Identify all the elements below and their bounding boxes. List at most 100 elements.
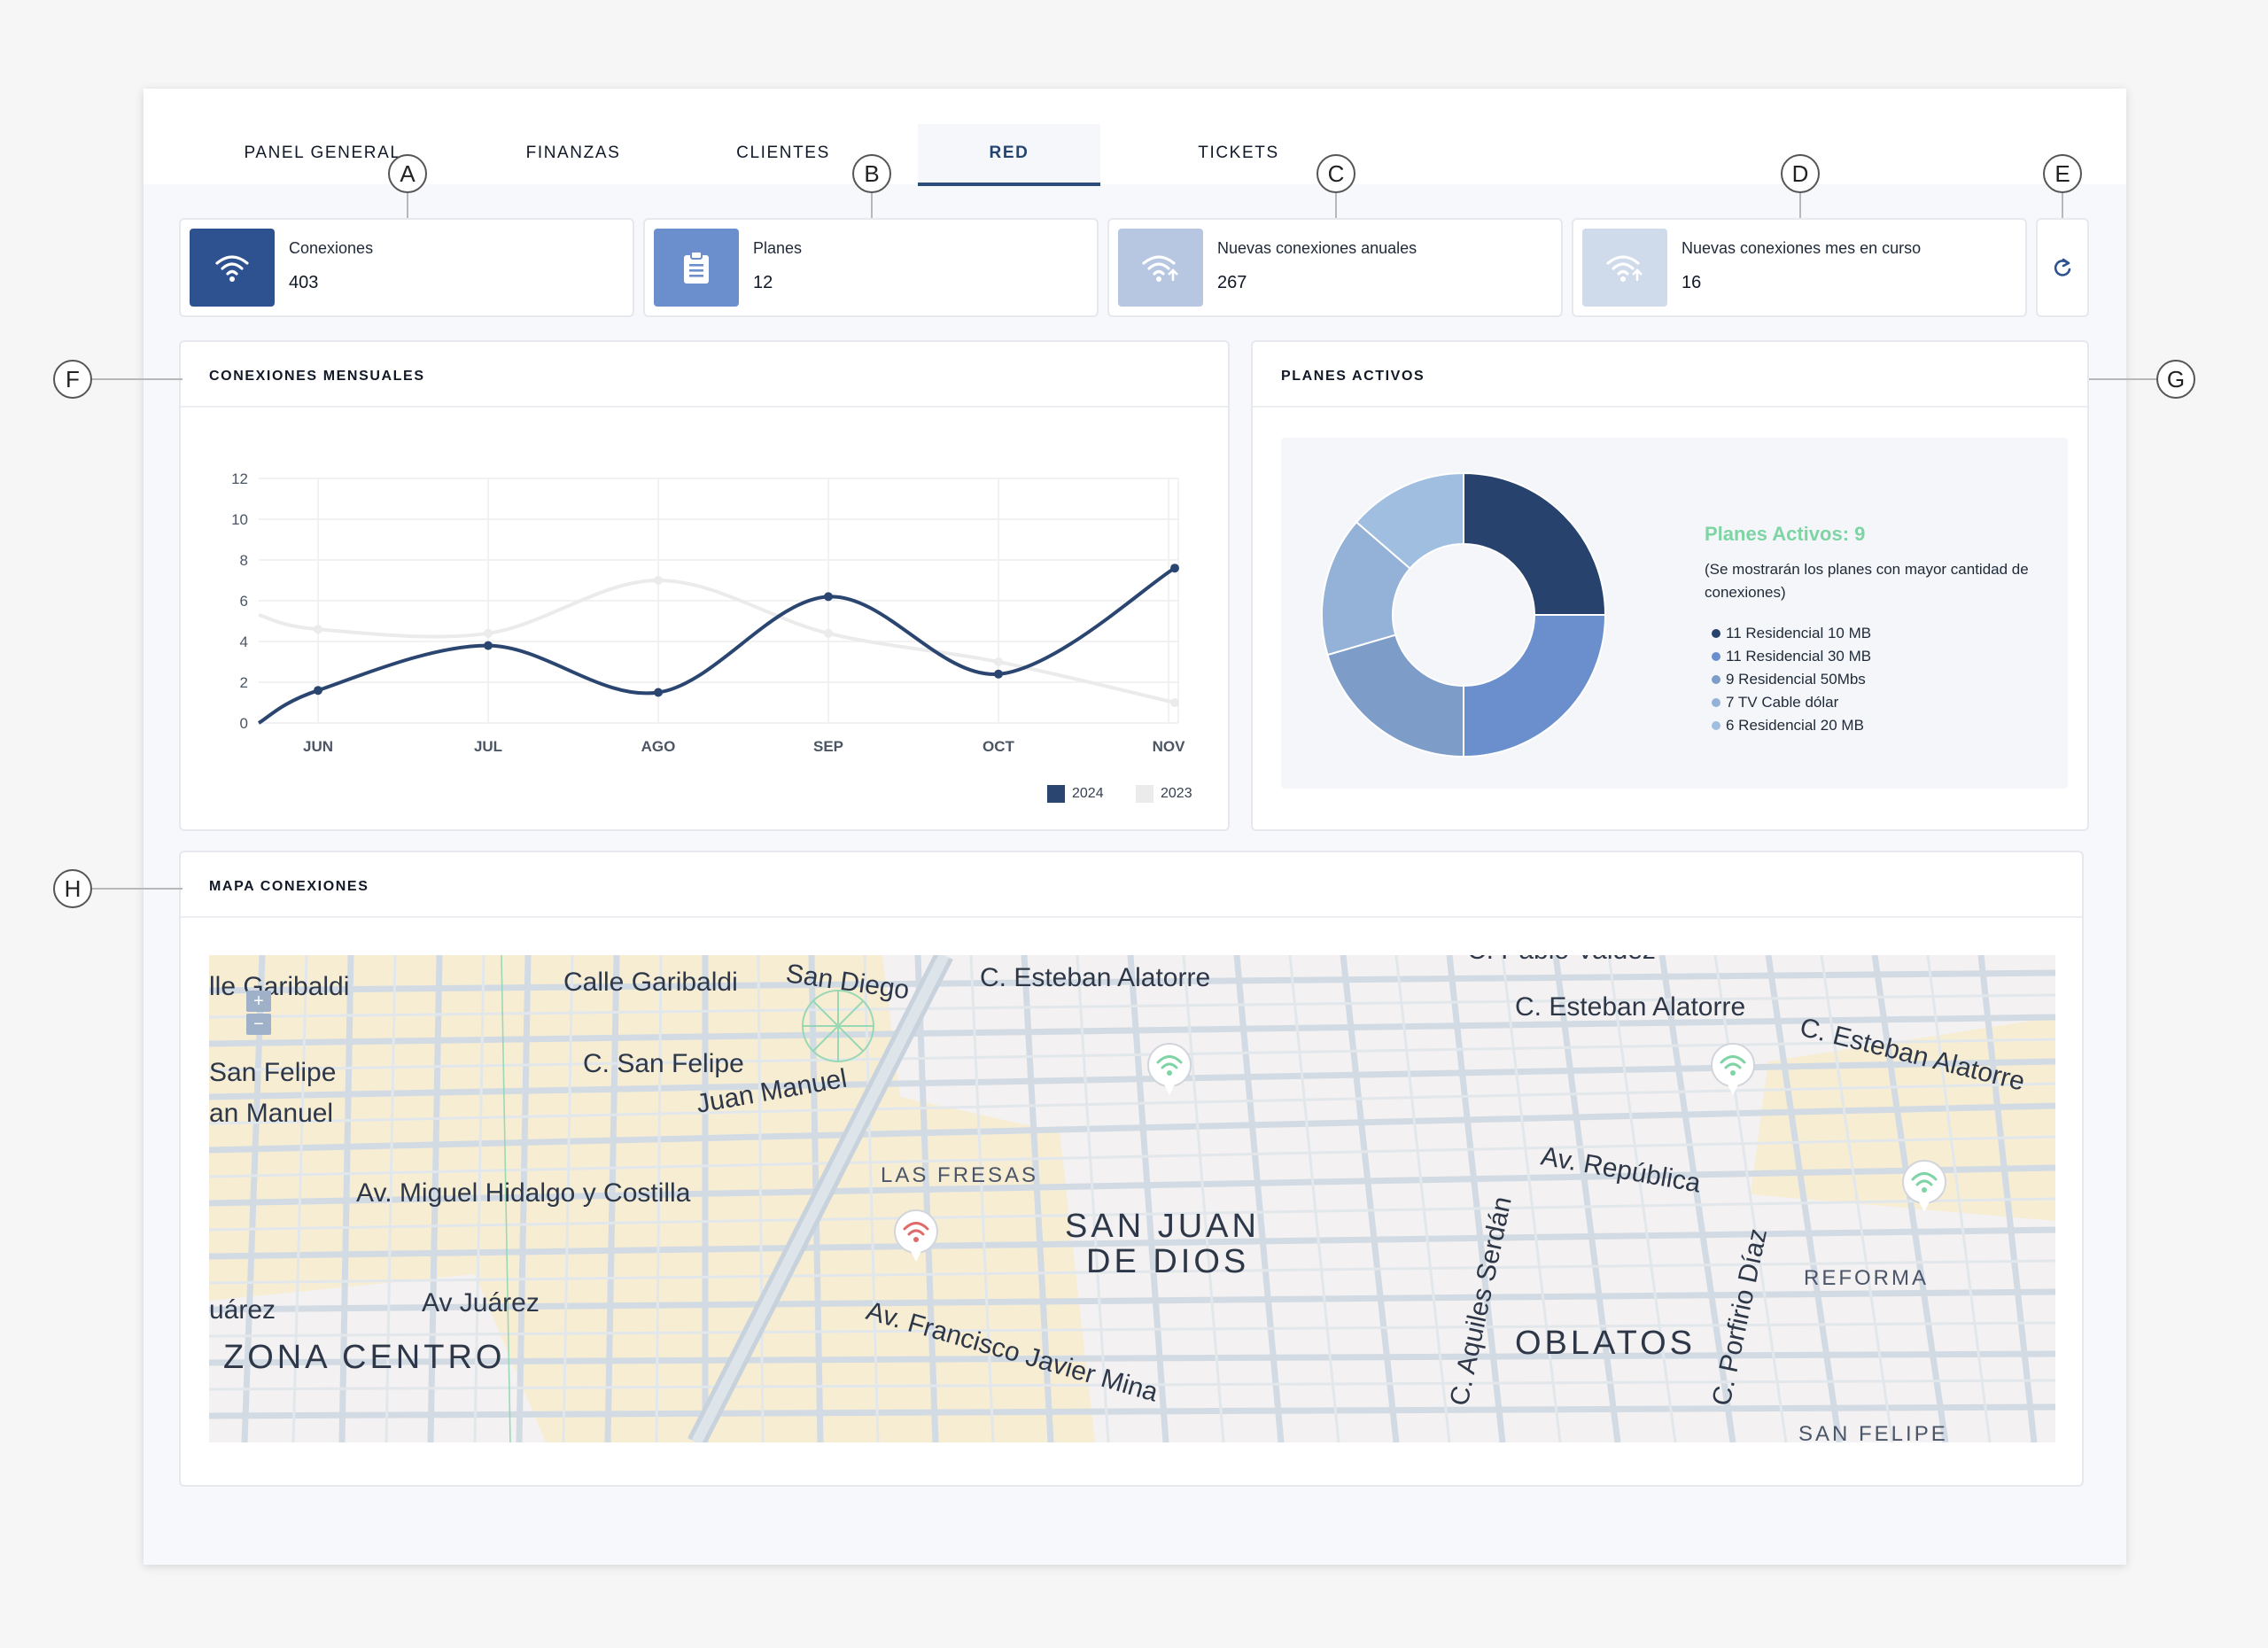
data-point-2024 (824, 592, 833, 602)
legend-label: 9 Residencial 50Mbs (1726, 671, 1866, 688)
data-point-2023 (1170, 698, 1179, 707)
data-point-2024 (484, 641, 493, 650)
neighborhood-label: DE DIOS (1086, 1243, 1249, 1280)
legend-label: 2023 (1161, 786, 1192, 801)
legend-dot (1712, 698, 1720, 707)
panel-title: MAPA CONEXIONES (209, 879, 369, 894)
connection-marker-online[interactable] (1902, 1160, 1946, 1212)
callout-f: F (53, 360, 92, 399)
data-point-2024 (654, 688, 663, 697)
legend-label: 2024 (1072, 786, 1104, 801)
plans-donut-chart (1321, 471, 1607, 758)
x-tick-label: AGO (641, 738, 676, 755)
data-point-2023 (314, 625, 322, 634)
kpi-label: Nuevas conexiones mes en curso (1682, 239, 1922, 257)
connection-marker-offline[interactable] (894, 1209, 938, 1262)
legend-item[interactable]: 9 Residencial 50Mbs (1712, 668, 1871, 691)
plans-headline: Planes Activos: 9 (1705, 523, 1866, 545)
plans-note: (Se mostrarán los planes con mayor canti… (1705, 561, 2029, 601)
street-label: San Felipe (209, 1058, 336, 1087)
legend-label: 11 Residencial 30 MB (1726, 648, 1872, 665)
donut-slice[interactable] (1326, 634, 1464, 758)
connection-marker-online[interactable] (1711, 1043, 1755, 1095)
kpi-card-conexiones: Conexiones 403 (179, 218, 634, 317)
x-tick-label: JUN (303, 738, 333, 755)
kpi-label: Nuevas conexiones anuales (1217, 239, 1418, 257)
x-tick-label: NOV (1153, 738, 1186, 755)
legend-item[interactable]: 7 TV Cable dólar (1712, 691, 1871, 714)
y-tick-label: 0 (240, 715, 248, 732)
legend-dot (1712, 629, 1720, 638)
zoom-in-button[interactable]: + (246, 991, 271, 1012)
data-point-2023 (654, 576, 663, 585)
street-label: C. Pablo Valdez (1467, 955, 1656, 965)
callout-leader (2089, 378, 2171, 380)
legend-item[interactable]: 11 Residencial 10 MB (1712, 622, 1871, 645)
neighborhood-label: OBLATOS (1515, 1325, 1696, 1362)
callout-leader (2062, 191, 2063, 218)
callout-g: G (2156, 360, 2195, 399)
data-point-2023 (824, 628, 833, 638)
kpi-card-planes: Planes 12 (643, 218, 1099, 317)
callout-a: A (388, 154, 427, 193)
data-point-2023 (994, 657, 1003, 666)
refresh-button[interactable] (2036, 218, 2089, 317)
y-tick-label: 8 (240, 552, 248, 569)
y-tick-label: 12 (231, 470, 248, 487)
donut-slice[interactable] (1355, 471, 1464, 571)
active-plans-panel: PLANES ACTIVOS Planes Activos: 9 (Se mos… (1251, 340, 2089, 831)
legend-2023[interactable]: 2023 (1136, 785, 1192, 803)
monthly-line-chart: 0 2 4 6 8 10 12 JUN JUL AGO SEP OCT NOV (231, 470, 1186, 755)
dashboard-frame: PANEL GENERAL FINANZAS CLIENTES RED TICK… (144, 89, 2126, 1565)
wifi-up-icon (1582, 229, 1667, 307)
street-label: uárez (209, 1295, 276, 1325)
street-label: Av. Miguel Hidalgo y Costilla (356, 1178, 691, 1208)
street-label: lle Garibaldi (209, 972, 349, 1001)
plans-legend: 11 Residencial 10 MB 11 Residencial 30 M… (1712, 622, 1871, 737)
callout-c: C (1317, 154, 1355, 193)
legend-item[interactable]: 11 Residencial 30 MB (1712, 645, 1871, 668)
legend-swatch (1047, 785, 1065, 803)
tab-panel-general[interactable]: PANEL GENERAL (244, 144, 401, 162)
connections-map[interactable]: lle Garibaldi Calle Garibaldi San Diego … (209, 955, 2055, 1442)
connection-marker-online[interactable] (1147, 1043, 1192, 1095)
tab-tickets[interactable]: TICKETS (1198, 144, 1279, 162)
kpi-value: 267 (1217, 273, 1247, 292)
panel-title: PLANES ACTIVOS (1281, 369, 1425, 384)
legend-dot (1712, 721, 1720, 730)
x-tick-label: OCT (983, 738, 1015, 755)
tab-finanzas[interactable]: FINANZAS (525, 144, 621, 162)
zoom-out-button[interactable]: − (246, 1014, 271, 1035)
panel-title: CONEXIONES MENSUALES (209, 369, 425, 384)
legend-label: 6 Residencial 20 MB (1726, 717, 1864, 734)
kpi-label: Planes (753, 239, 803, 257)
place-label: SAN FELIPE (1798, 1422, 1948, 1442)
kpi-value: 12 (753, 273, 773, 292)
callout-b: B (852, 154, 891, 193)
legend-2024[interactable]: 2024 (1047, 785, 1104, 803)
data-point-2024 (1170, 564, 1179, 573)
callout-leader (1335, 191, 1337, 218)
data-point-2024 (314, 686, 322, 696)
callout-e: E (2043, 154, 2082, 193)
street-label: an Manuel (209, 1099, 333, 1128)
data-point-2023 (484, 628, 493, 638)
callout-leader (1799, 191, 1801, 218)
tab-clientes[interactable]: CLIENTES (736, 144, 830, 162)
street-label: C. San Felipe (583, 1049, 744, 1078)
callout-d: D (1781, 154, 1820, 193)
donut-slice[interactable] (1321, 520, 1411, 657)
y-tick-label: 6 (240, 593, 248, 610)
place-label: REFORMA (1804, 1266, 1929, 1290)
tab-red[interactable]: RED (918, 124, 1100, 186)
donut-slice[interactable] (1463, 614, 1607, 758)
donut-slice[interactable] (1463, 471, 1607, 616)
street-label: C. Esteban Alatorre (980, 963, 1210, 992)
kpi-card-nuevas-mes: Nuevas conexiones mes en curso 16 (1572, 218, 2027, 317)
map-zoom-control: + − (246, 991, 271, 1035)
map-canvas: lle Garibaldi Calle Garibaldi San Diego … (209, 955, 2055, 1442)
refresh-icon (2054, 258, 2071, 276)
neighborhood-label: ZONA CENTRO (223, 1339, 505, 1376)
legend-item[interactable]: 6 Residencial 20 MB (1712, 714, 1871, 737)
y-tick-label: 2 (240, 674, 248, 691)
